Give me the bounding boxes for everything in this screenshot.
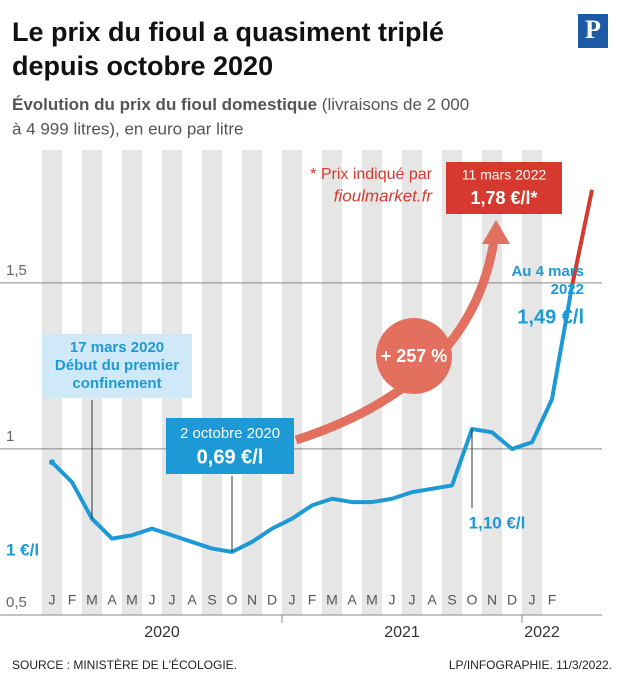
x-tick-label: O	[467, 592, 478, 608]
source: SOURCE : MINISTÈRE DE L'ÉCOLOGIE.	[12, 657, 237, 672]
month-band	[522, 150, 542, 615]
label-box	[446, 162, 562, 214]
y-tick-label: 1	[6, 428, 14, 445]
annotation-text: Début du premier	[55, 357, 179, 374]
x-tick-label: N	[487, 592, 497, 608]
x-tick-label: J	[409, 592, 416, 608]
annotation-text: 1,49 €/l	[517, 306, 584, 328]
subtitle: Évolution du prix du fioul domestique (l…	[12, 95, 469, 114]
series-line	[570, 189, 594, 287]
x-tick-label: J	[289, 592, 296, 608]
x-tick-label: O	[227, 592, 238, 608]
point-marker	[49, 459, 55, 466]
month-band	[362, 150, 382, 615]
x-tick-label: J	[149, 592, 156, 608]
label-box	[42, 334, 192, 398]
x-tick-label: F	[68, 592, 77, 608]
month-band	[442, 150, 462, 615]
year-label: 2022	[524, 624, 560, 641]
x-tick-label: J	[529, 592, 536, 608]
annotation-text: 1,10 €/l	[469, 513, 526, 532]
x-tick-label: F	[308, 592, 317, 608]
annotation-text: 1 €/l	[6, 540, 39, 559]
credit: LP/INFOGRAPHIE. 11/3/2022.	[449, 658, 612, 672]
annotation-text: + 257 %	[381, 346, 448, 366]
label-box	[166, 418, 294, 474]
logo-text: P	[585, 15, 601, 44]
x-tick-label: M	[366, 592, 378, 608]
year-label: 2020	[144, 624, 180, 641]
x-tick-label: A	[187, 592, 197, 608]
x-tick-label: M	[326, 592, 338, 608]
x-tick-label: D	[267, 592, 277, 608]
annotation-text: 11 mars 2022	[462, 167, 547, 183]
annotation-text: * Prix indiqué par	[310, 166, 433, 183]
subtitle-bold: Évolution du prix du fioul domestique	[12, 95, 317, 114]
month-band	[282, 150, 302, 615]
x-tick-label: S	[447, 592, 456, 608]
increase-badge	[376, 318, 452, 394]
annotation-text: 1,78 €/l*	[470, 188, 537, 208]
y-tick-label: 1,5	[6, 262, 27, 279]
x-tick-label: J	[169, 592, 176, 608]
annotation-text: 0,69 €/l	[197, 446, 264, 468]
annotation-text: Au 4 mars	[511, 263, 584, 280]
x-tick-label: A	[107, 592, 117, 608]
series-line	[50, 285, 574, 554]
month-band	[242, 150, 262, 615]
annotation-text: 2022	[551, 281, 584, 298]
x-tick-label: M	[86, 592, 98, 608]
annotation-text: confinement	[72, 375, 161, 392]
y-tick-label: 0,5	[6, 594, 27, 611]
year-label: 2021	[384, 624, 420, 641]
title: Le prix du fioul a quasiment triplé	[12, 17, 444, 47]
annotation-text: 17 mars 2020	[70, 339, 164, 356]
month-band	[322, 150, 342, 615]
x-tick-label: S	[207, 592, 216, 608]
x-tick-label: J	[389, 592, 396, 608]
x-tick-label: A	[427, 592, 437, 608]
x-tick-label: J	[49, 592, 56, 608]
x-tick-label: D	[507, 592, 517, 608]
month-band	[202, 150, 222, 615]
x-tick-label: A	[347, 592, 357, 608]
annotation-text: 2 octobre 2020	[180, 425, 280, 442]
arrow-head	[482, 220, 510, 244]
subtitle-rest: (livraisons de 2 000	[322, 95, 469, 114]
title: depuis octobre 2020	[12, 51, 273, 81]
x-tick-label: F	[548, 592, 557, 608]
x-tick-label: M	[126, 592, 138, 608]
subtitle: à 4 999 litres), en euro par litre	[12, 119, 244, 138]
annotation-text: fioulmarket.fr	[334, 186, 434, 205]
x-tick-label: N	[247, 592, 257, 608]
month-band	[482, 150, 502, 615]
logo	[578, 14, 608, 48]
